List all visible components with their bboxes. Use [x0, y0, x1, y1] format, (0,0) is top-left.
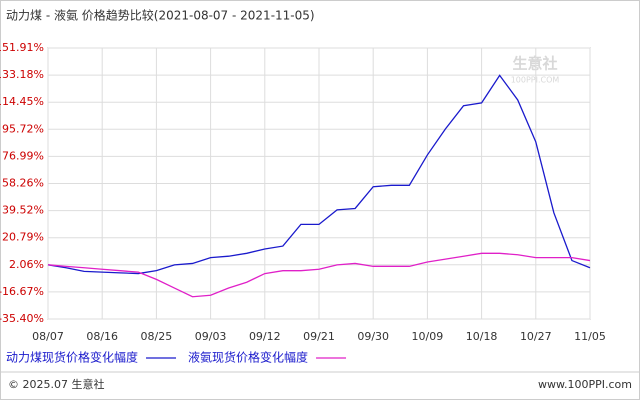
- x-tick-label: 09/03: [195, 330, 227, 343]
- y-tick-label: 114.45%: [0, 95, 44, 108]
- footer-right: www.100PPI.com: [538, 378, 632, 391]
- line-series: [47, 74, 591, 275]
- x-tick-label: 08/16: [86, 330, 118, 343]
- x-tick-label: 09/21: [303, 330, 335, 343]
- legend-label: 动力煤现货价格变化幅度: [6, 350, 138, 365]
- x-tick-label: 09/12: [249, 330, 281, 343]
- y-tick-label: 58.26%: [2, 176, 44, 189]
- x-tick-label: 08/25: [141, 330, 173, 343]
- y-tick-label: 39.52%: [2, 204, 44, 217]
- y-tick-label: -35.40%: [0, 312, 44, 325]
- x-tick-label: 10/09: [412, 330, 444, 343]
- x-tick-label: 11/05: [574, 330, 606, 343]
- y-tick-label: -16.67%: [0, 285, 44, 298]
- y-tick-label: 133.18%: [0, 68, 44, 81]
- line-series: [47, 252, 591, 298]
- y-tick-label: 151.91%: [0, 41, 44, 54]
- y-tick-label: 20.79%: [2, 231, 44, 244]
- watermark-sub: 100PPI.COM: [511, 76, 560, 85]
- x-tick-label: 09/30: [357, 330, 389, 343]
- x-tick-label: 10/27: [520, 330, 552, 343]
- x-tick-label: 10/18: [466, 330, 498, 343]
- y-tick-label: 76.99%: [2, 149, 44, 162]
- x-tick-label: 08/07: [32, 330, 64, 343]
- footer-left: © 2025.07 生意社: [8, 377, 104, 391]
- legend-label: 液氨现货价格变化幅度: [188, 350, 308, 365]
- y-tick-label: 2.06%: [9, 258, 44, 271]
- y-tick-label: 95.72%: [2, 122, 44, 135]
- watermark: 生意社: [512, 55, 557, 73]
- chart-title: 动力煤 - 液氨 价格趋势比较(2021-08-07 - 2021-11-05): [6, 8, 315, 23]
